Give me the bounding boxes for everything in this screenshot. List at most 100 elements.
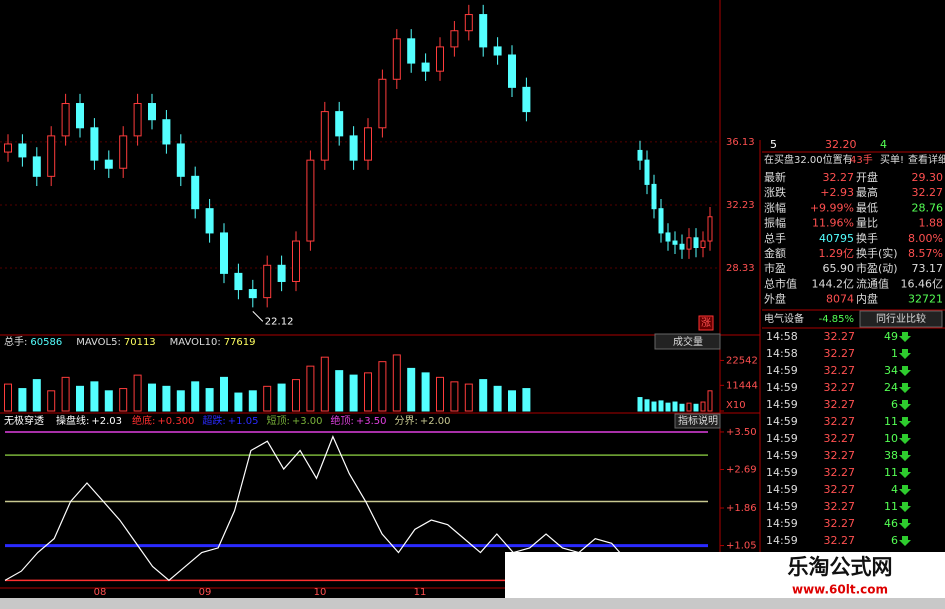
candle-body [220,232,228,274]
volume-bar [335,370,344,412]
trade-price: 32.27 [824,398,856,411]
volume-dropdown[interactable]: 成交量 [673,335,703,348]
y-tick-label: 28.33 [726,263,755,274]
notice-cell[interactable]: 查看详细 [908,153,945,166]
quote-value: +2.93 [820,186,854,199]
badge: 涨 [701,317,711,329]
candle-body [18,143,27,158]
quote-label: 最高 [856,185,878,199]
quote-value: 8074 [826,293,854,306]
volume-bar [320,356,329,412]
candle-body [205,208,214,234]
candle-body [76,103,84,129]
quote-value: 32721 [908,293,943,306]
volume-header-value: 77619 [224,337,256,348]
down-arrow [899,366,911,376]
volume-bar [407,367,416,412]
volume-bar [306,365,315,412]
down-arrow [899,451,911,461]
x-tick-label: 09 [199,587,212,598]
volume-bar [234,392,243,412]
quote-label: 外盘 [764,292,786,306]
notice-cell: 43手 [850,153,873,166]
down-arrow [899,349,911,359]
quote-label: 总手 [764,231,786,245]
trade-volume: 11 [884,500,898,513]
candle-body [104,159,113,169]
candle-body [493,46,502,56]
candle-body [4,143,12,153]
candle-body [644,159,650,185]
candle-body [364,127,372,161]
watermark-title: 乐淘公式网 [788,555,893,579]
trade-time: 14:58 [766,347,798,360]
trade-time: 14:59 [766,466,798,479]
volume-bar [392,354,401,412]
notice-cell: 买单! [880,154,904,166]
volume-bar [76,385,84,412]
volume-bar [4,383,12,412]
level-name: 短顶: [266,414,289,427]
volume-bar [90,381,99,412]
candle-body [693,237,699,248]
trade-volume: 34 [884,364,898,377]
candle-body [176,143,185,177]
down-arrow [899,383,911,393]
down-arrow [899,519,911,529]
order-book-cell: 32.20 [825,138,857,151]
quote-label: 金额 [764,246,786,260]
level-value: +3.50 [356,416,387,427]
trade-price: 32.27 [824,432,856,445]
compare-box[interactable] [859,310,943,328]
quote-value: 32.27 [912,186,944,199]
quote-label: 振幅 [764,216,786,230]
quote-value: 1.88 [919,217,944,230]
volume-bar [651,401,657,412]
trade-volume: 11 [884,466,898,479]
volume-bar [133,374,142,412]
volume-bar [148,383,156,412]
volume-header-label: MAVOL5: [76,337,121,348]
quote-value: 32.27 [823,171,855,184]
tab-bar [0,598,945,609]
volume-bar [47,390,56,412]
trade-price: 32.27 [824,449,856,462]
industry-change: -4.85% [819,314,854,325]
y-tick-label: 22542 [726,355,758,366]
dropdown-box[interactable] [654,333,721,350]
quote-value: +9.99% [810,201,854,214]
volume-bar [104,390,113,412]
trade-price: 32.27 [824,534,856,547]
candle-body [32,156,41,177]
volume-bar [493,385,502,412]
candle-body [292,240,300,282]
candle-body [263,264,272,299]
quote-value: 29.30 [912,171,944,184]
low-pointer [252,310,264,322]
down-arrow [899,536,911,546]
level-value: +2.00 [420,416,451,427]
candle-body [707,216,713,242]
volume-bar [119,388,128,412]
trade-time: 14:59 [766,364,798,377]
down-arrow [899,502,911,512]
help-box[interactable] [674,413,721,429]
trade-time: 14:58 [766,330,798,343]
industry-compare[interactable]: 同行业比较 [876,312,926,325]
watermark-url: www.60lt.com [792,583,888,597]
down-arrow [899,434,911,444]
quote-label: 最新 [764,170,786,184]
trade-volume: 10 [884,432,898,445]
trade-volume: 11 [884,415,898,428]
quote-label: 量比 [856,217,878,230]
x-tick-label: 08 [94,587,107,598]
candle-body [651,183,657,210]
volume-bar [508,390,516,412]
volume-bar [665,402,671,412]
x-tick-label: 11 [414,587,427,598]
indicator-name: 无极穿透 [4,414,44,427]
quote-label: 市盈 [764,261,786,275]
volume-bar [700,401,706,412]
order-book-cell: 4 [880,138,887,151]
indicator-help[interactable]: 指标说明 [678,414,718,427]
